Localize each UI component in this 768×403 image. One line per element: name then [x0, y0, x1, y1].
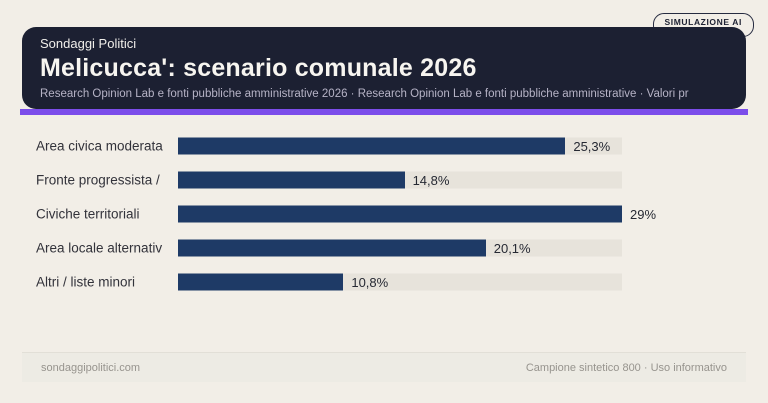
bar-category-label: Civiche territoriali [36, 206, 140, 222]
bar-row: Fronte progressista / 14,8% [0, 163, 768, 197]
bar-track: 20,1% [178, 239, 622, 257]
bar-category-label: Fronte progressista / [36, 172, 160, 188]
bar-row: Area civica moderata 25,3% [0, 129, 768, 163]
accent-bar [20, 109, 748, 115]
bar-track: 29% [178, 205, 656, 223]
brand-kicker: Sondaggi Politici [40, 36, 137, 51]
bar-category-label: Area civica moderata [36, 138, 163, 154]
source-subtitle: Research Opinion Lab e fonti pubbliche a… [40, 88, 689, 100]
footer-site-label: sondaggipolitici.com [41, 361, 141, 374]
footer: sondaggipolitici.com Campione sintetico … [22, 352, 746, 382]
bar-chart: Area civica moderata 25,3% Fronte progress… [0, 129, 768, 299]
bar-value: 10,8% [351, 274, 389, 290]
bar-value: 29% [630, 206, 657, 222]
bar [178, 239, 486, 257]
bar-track: 10,8% [178, 273, 622, 291]
bar-row: Area locale alternativ 20,1% [0, 231, 768, 265]
bar-value: 20,1% [493, 240, 531, 256]
bar [178, 171, 405, 189]
bar-track: 14,8% [178, 171, 622, 189]
bar-value: 14,8% [412, 172, 450, 188]
bar-value: 25,3% [573, 138, 611, 154]
bar [178, 205, 622, 223]
bar-rows: Area civica moderata 25,3% Fronte progress… [0, 129, 768, 299]
bar-category-label: Area locale alternativ [36, 240, 163, 256]
header: Sondaggi Politici Melicucca': scenario c… [22, 27, 746, 109]
bar-track: 25,3% [178, 137, 622, 155]
bar-row: Altri / liste minori 10,8% [0, 265, 768, 299]
bar-category-label: Altri / liste minori [36, 274, 136, 290]
bar-row: Civiche territoriali 29% [0, 197, 768, 231]
footer-sample-note: Campione sintetico 800 · Uso informativo [525, 361, 727, 374]
bar [178, 273, 344, 291]
page-title: Melicucca': scenario comunale 2026 [40, 54, 477, 82]
bar [178, 137, 566, 155]
